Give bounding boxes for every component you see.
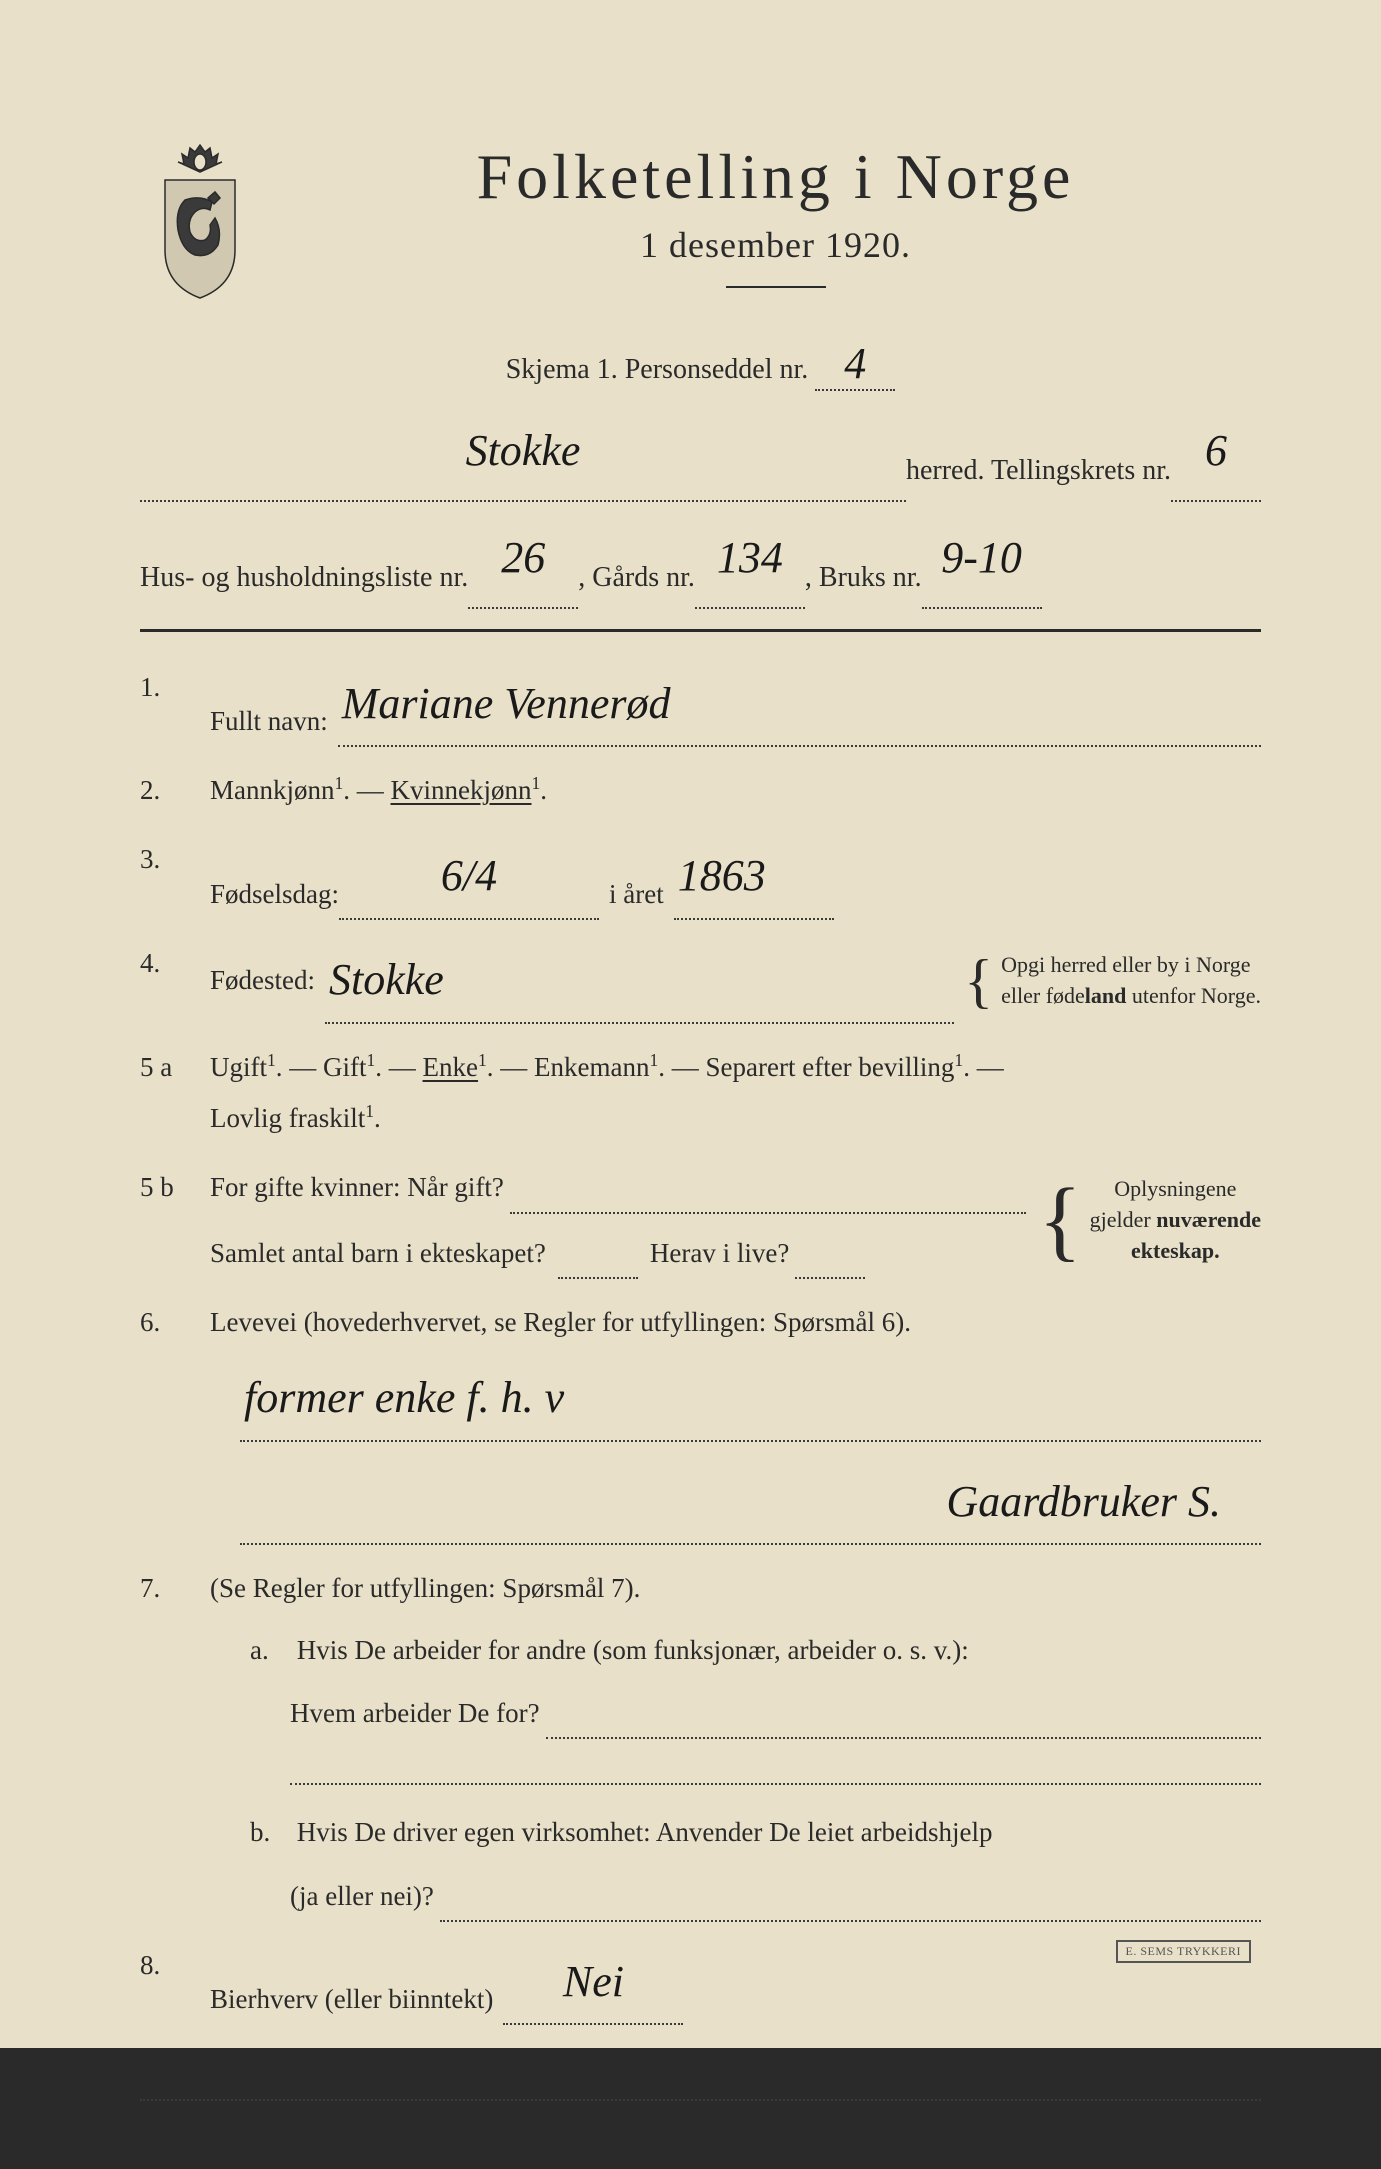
footnote-text: Her kan svares ved tydelig understreknin… [152,2146,691,2168]
footnote-rule [140,2131,260,2132]
q5a-opt2: Gift [323,1052,367,1082]
q5b-gift-field [510,1190,1027,1214]
q6-answer-l2: Gaardbruker S. [240,1460,1261,1546]
q5a-opt5: Separert efter bevilling [706,1052,955,1082]
form-meta-line3: Hus- og husholdningsliste nr. 26 , Gårds… [140,510,1261,609]
q5b-live-field [795,1277,865,1279]
question-list: 1. Fullt navn: Mariane Vennerød 2. Mannk… [140,662,1261,2101]
q5b-note-l3: ekteskap. [1131,1238,1220,1263]
form-meta-line2: Stokke herred. Tellingskrets nr. 6 [140,403,1261,502]
header: Folketelling i Norge 1 desember 1920. [140,140,1261,318]
q5a-opt6: Lovlig fraskilt [210,1103,365,1133]
footnote: 1 Her kan svares ved tydelig understrekn… [140,2144,1261,2169]
title-block: Folketelling i Norge 1 desember 1920. [290,140,1261,318]
q3-num: 3. [140,834,210,920]
question-7: 7. (Se Regler for utfyllingen: Spørsmål … [140,1563,1261,1921]
form-meta-line1: Skjema 1. Personseddel nr. 4 [140,338,1261,391]
herred-value: Stokke [140,403,906,502]
q3-mid: i året [599,869,674,920]
q8-num: 8. [140,1940,210,2026]
q1-label: Fullt navn: [210,696,328,747]
q7b-l1: Hvis De driver egen virksomhet: Anvender… [297,1817,993,1847]
printer-stamp: E. SEMS TRYKKERI [1116,1940,1251,1963]
bruks-label: , Bruks nr. [805,547,922,609]
brace-icon: { [1038,1185,1081,1257]
title-divider [726,286,826,288]
census-form-page: Folketelling i Norge 1 desember 1920. Sk… [0,0,1381,2048]
question-5a: 5 a Ugift1. — Gift1. — Enke1. — Enkemann… [140,1042,1261,1145]
question-5b: 5 b For gifte kvinner: Når gift? Samlet … [140,1162,1261,1279]
herred-suffix: herred. Tellingskrets nr. [906,440,1171,502]
q4-note-l1: Opgi herred eller by i Norge [1001,952,1250,977]
q1-value: Mariane Vennerød [338,662,1261,748]
q1-num: 1. [140,662,210,748]
tellingskrets-nr: 6 [1171,403,1261,502]
husliste-nr: 26 [468,510,578,609]
q2-opt2: Kvinnekjønn [391,775,532,805]
q7a-field [546,1715,1261,1739]
q5a-opt3: Enke [423,1052,478,1082]
q7a: a. Hvis De arbeider for andre (som funks… [250,1625,1261,1786]
gards-nr: 134 [695,510,805,609]
end-note: Har man ingen biinntekt av nogen betydni… [140,2049,1261,2101]
q5b-note-l2: gjelder nuværende [1090,1207,1261,1232]
page-title: Folketelling i Norge [290,140,1261,214]
footnote-sup: 1 [140,2144,147,2159]
q8-label: Bierhverv (eller biinntekt) [210,1974,493,2025]
header-rule [140,629,1261,632]
question-4: 4. Fødested: Stokke { Opgi herred eller … [140,938,1261,1024]
skjema-label: Skjema 1. Personseddel nr. [506,354,809,385]
q7-num: 7. [140,1563,210,1921]
question-8: 8. Bierhverv (eller biinntekt) Nei [140,1940,1261,2026]
q7b-field [440,1898,1261,1922]
q7b: b. Hvis De driver egen virksomhet: Anven… [250,1807,1261,1922]
q4-note-l2: eller fødeland utenfor Norge. [1001,983,1261,1008]
q7-label: (Se Regler for utfyllingen: Spørsmål 7). [210,1573,640,1603]
q7a-l1: Hvis De arbeider for andre (som funksjon… [297,1635,969,1665]
question-1: 1. Fullt navn: Mariane Vennerød [140,662,1261,748]
q3-label: Fødselsdag: [210,869,339,920]
q3-year: 1863 [674,834,834,920]
q5b-note: { Oplysningene gjelder nuværende ekteska… [1038,1174,1261,1266]
q4-label: Fødested: [210,955,315,1006]
q2-num: 2. [140,765,210,816]
q7b-l2: (ja eller nei)? [290,1871,434,1922]
gards-label: , Gårds nr. [578,547,695,609]
q6-num: 6. [140,1297,210,1545]
q4-value: Stokke [325,938,954,1024]
q5b-num: 5 b [140,1162,210,1279]
q6-label: Levevei (hovederhvervet, se Regler for u… [210,1307,911,1337]
q7a-field2 [290,1761,1261,1785]
q4-note: { Opgi herred eller by i Norge eller fød… [964,950,1261,1012]
coat-of-arms-icon [140,140,260,300]
q7a-l2: Hvem arbeider De for? [290,1688,540,1739]
coat-of-arms-svg [140,140,260,300]
q5a-num: 5 a [140,1042,210,1145]
page-subtitle: 1 desember 1920. [290,224,1261,266]
q7a-letter: a. [250,1625,290,1676]
q5a-opt4: Enkemann [534,1052,649,1082]
q5b-l1: For gifte kvinner: Når gift? [210,1162,504,1213]
husliste-label: Hus- og husholdningsliste nr. [140,547,468,609]
q5b-barn-field [558,1277,638,1279]
q5b-l2a: Samlet antal barn i ekteskapet? [210,1228,546,1279]
q7b-letter: b. [250,1807,290,1858]
personseddel-nr: 4 [815,338,895,391]
q5b-note-l1: Oplysningene [1114,1176,1236,1201]
q6-answer-l1: former enke f. h. v [240,1356,1261,1442]
q5a-opt1: Ugift [210,1052,267,1082]
q4-num: 4. [140,938,210,1024]
q2-opt1: Mannkjønn [210,775,335,805]
question-6: 6. Levevei (hovederhvervet, se Regler fo… [140,1297,1261,1545]
question-2: 2. Mannkjønn1. — Kvinnekjønn1. [140,765,1261,816]
brace-icon: { [964,957,993,1005]
q8-value: Nei [503,1940,683,2026]
q3-day: 6/4 [339,834,599,920]
question-3: 3. Fødselsdag: 6/4 i året 1863 [140,834,1261,920]
bruks-nr: 9-10 [922,510,1042,609]
q5b-l2b: Herav i live? [650,1228,789,1279]
